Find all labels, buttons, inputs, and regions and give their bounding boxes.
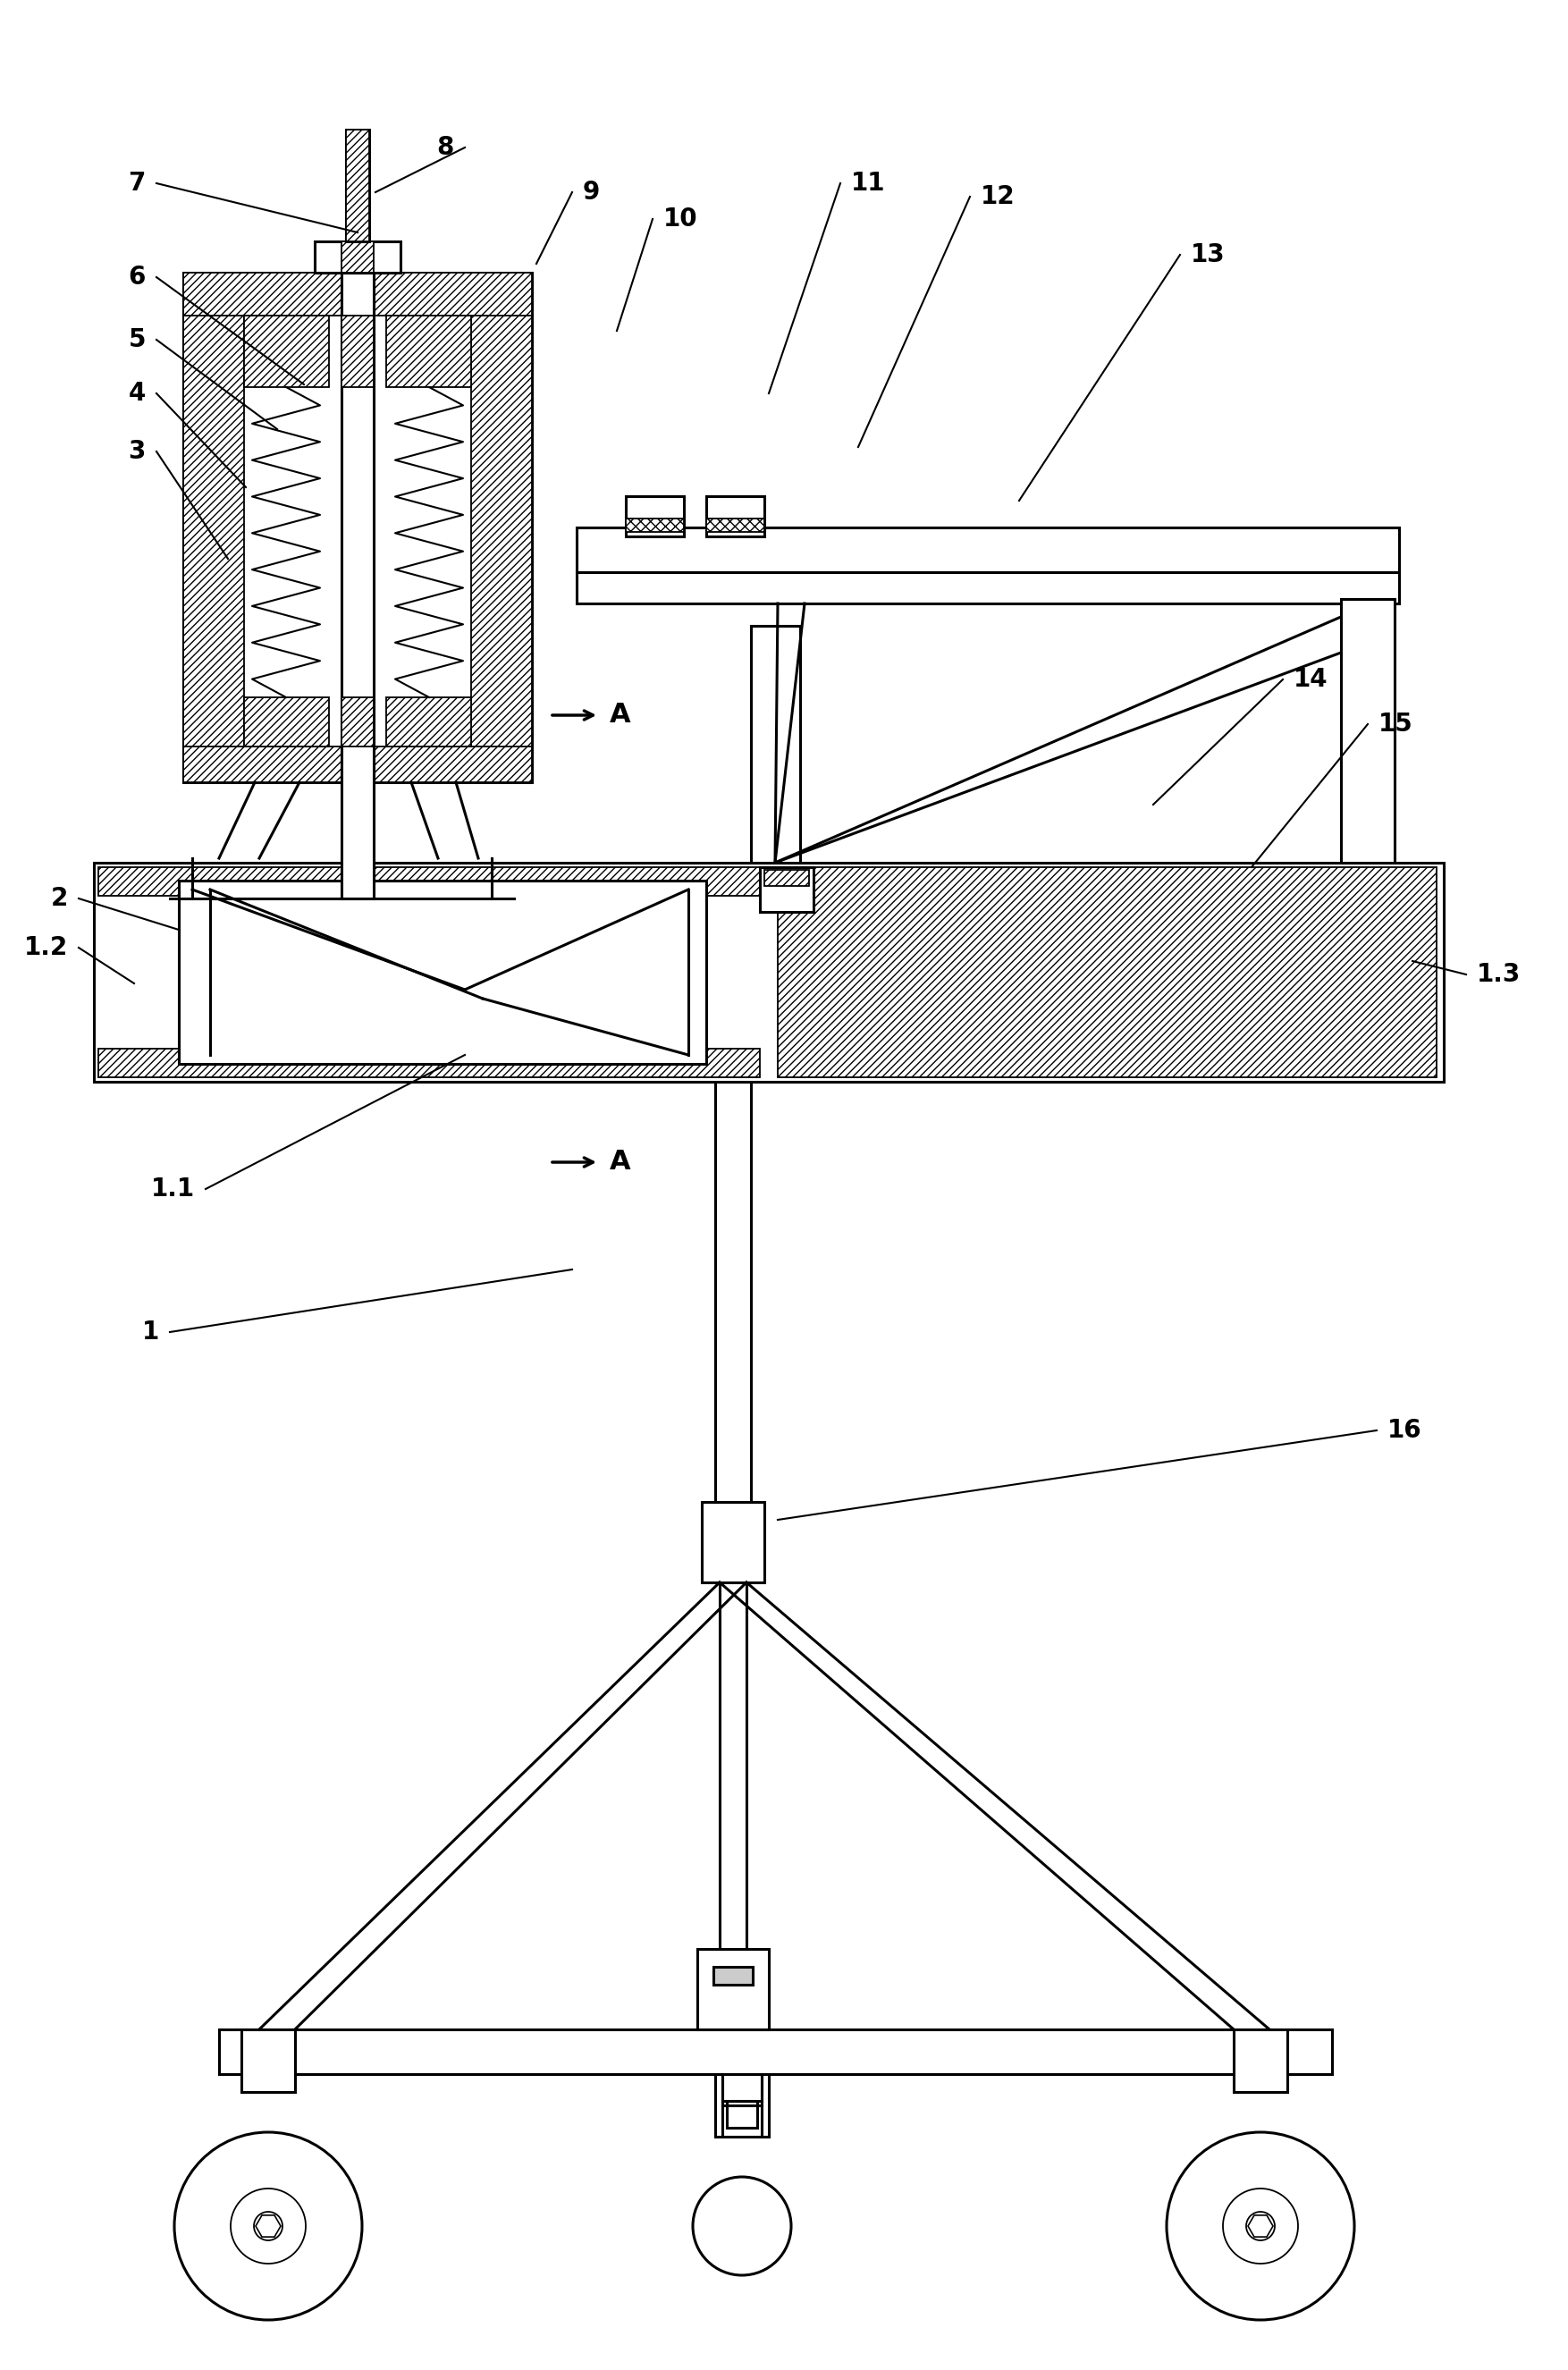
Bar: [245, 315, 329, 386]
Bar: [220, 2029, 1331, 2074]
Circle shape: [1223, 2188, 1298, 2263]
Bar: [241, 2029, 295, 2093]
Circle shape: [693, 2178, 792, 2275]
Text: 13: 13: [1190, 242, 1225, 268]
Polygon shape: [1248, 2216, 1273, 2237]
Text: 8: 8: [437, 135, 455, 161]
Text: 9: 9: [583, 180, 601, 204]
Text: 10: 10: [663, 206, 698, 232]
Bar: [347, 130, 368, 242]
Text: 5: 5: [129, 327, 146, 353]
Text: 4: 4: [129, 382, 146, 405]
Bar: [386, 315, 470, 386]
Bar: [1234, 2029, 1287, 2093]
Bar: [706, 495, 764, 536]
Circle shape: [174, 2133, 362, 2320]
Bar: [245, 697, 329, 747]
Bar: [342, 697, 373, 747]
Text: 16: 16: [1388, 1417, 1422, 1443]
Bar: [183, 273, 245, 782]
Text: 1: 1: [143, 1320, 158, 1344]
Text: A: A: [610, 1149, 630, 1176]
Bar: [347, 130, 368, 242]
Bar: [723, 2074, 762, 2100]
Bar: [342, 315, 373, 386]
Bar: [577, 529, 1399, 571]
Bar: [94, 863, 1444, 1081]
Text: 1.2: 1.2: [24, 936, 67, 960]
Bar: [698, 1948, 768, 2029]
Circle shape: [1167, 2133, 1355, 2320]
Bar: [626, 495, 684, 536]
Bar: [764, 870, 809, 886]
Text: 7: 7: [129, 171, 146, 197]
Text: 15: 15: [1378, 711, 1413, 737]
Bar: [728, 2100, 757, 2128]
Circle shape: [254, 2211, 282, 2240]
Text: 3: 3: [129, 438, 146, 465]
Circle shape: [1247, 2211, 1275, 2240]
Text: 1.3: 1.3: [1477, 962, 1521, 986]
Text: A: A: [610, 702, 630, 728]
Text: 14: 14: [1294, 666, 1328, 692]
Text: 2: 2: [50, 886, 67, 910]
Text: 1.1: 1.1: [151, 1176, 194, 1202]
Bar: [715, 2074, 768, 2138]
Bar: [179, 882, 706, 1064]
Bar: [99, 867, 760, 896]
Bar: [715, 1081, 751, 1503]
Bar: [720, 1503, 746, 1948]
Bar: [1341, 600, 1394, 863]
Bar: [386, 697, 470, 747]
Circle shape: [230, 2188, 306, 2263]
Bar: [183, 273, 532, 315]
Polygon shape: [256, 2216, 281, 2237]
Bar: [713, 1967, 753, 1984]
Text: 6: 6: [129, 265, 146, 289]
Bar: [626, 519, 684, 531]
Text: 12: 12: [980, 185, 1014, 209]
Bar: [183, 273, 532, 782]
Bar: [470, 273, 532, 782]
Text: 11: 11: [851, 171, 886, 197]
Bar: [706, 519, 764, 531]
Bar: [342, 273, 373, 898]
Bar: [577, 571, 1399, 604]
Bar: [702, 1503, 764, 1583]
Bar: [342, 242, 373, 273]
Bar: [99, 1048, 760, 1078]
Bar: [751, 626, 800, 863]
Bar: [183, 747, 532, 782]
Bar: [760, 867, 814, 912]
Bar: [315, 242, 400, 273]
Bar: [778, 867, 1436, 1078]
